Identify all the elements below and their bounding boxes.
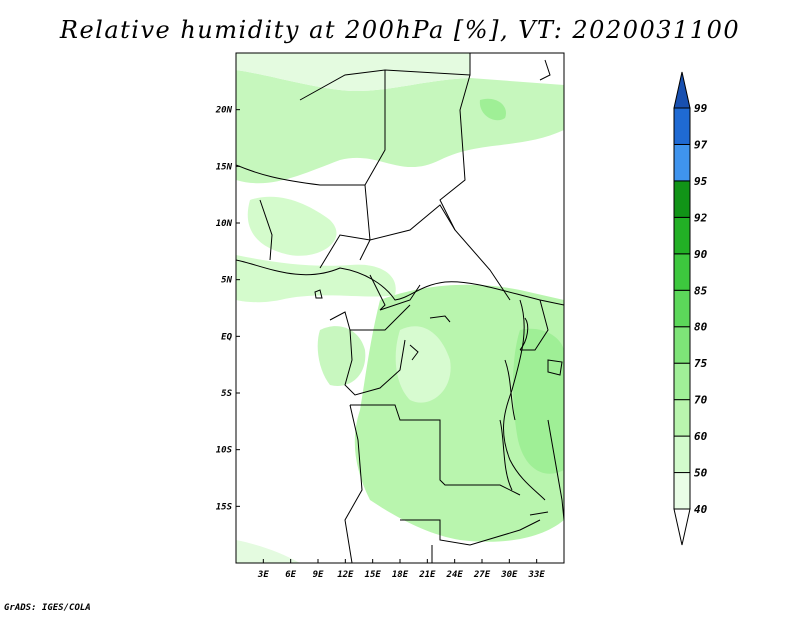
colorbar-segment [673,399,691,437]
latitude-labels: 20N 15N 10N 5N EQ 5S 10S 15S [215,106,233,513]
shade-congo-light [395,326,451,403]
lon-tick-label: 9E [313,570,324,580]
lake-path [529,511,549,516]
lake-path [504,359,516,421]
colorbar-segment [673,107,691,145]
shade-sahel-patches [247,196,337,256]
lon-tick-label: 21E [418,570,436,580]
border-path [344,329,406,396]
lon-tick-label: 24E [446,570,464,580]
colorbar-min-triangle [673,508,691,546]
lat-tick-label: 10N [216,219,233,229]
colorbar-segment [673,289,691,328]
lon-tick-label: 30E [500,570,518,580]
border-path [539,59,551,81]
border-path [319,204,456,269]
border-path [350,404,521,496]
lat-tick-label: 15N [216,162,233,172]
colorbar [673,71,691,546]
border-path [439,74,511,301]
colorbar-label: 95 [694,175,708,188]
colorbar-label: 90 [694,248,708,261]
shade-northern-band-light [236,53,470,92]
colorbar-max-triangle [673,71,691,109]
border-path [400,519,541,546]
lat-tick-label: 15S [216,502,233,512]
lake-path [519,317,529,351]
humidity-shading [236,53,564,563]
border-path [547,419,564,521]
colorbar-segment [673,180,691,218]
border-path [259,199,273,261]
shade-northern-band [236,70,564,184]
colorbar-segment [673,216,691,255]
lat-tick-label: 5S [221,389,232,399]
lon-tick-label: 6E [285,570,296,580]
lon-tick-label: 15E [365,570,382,580]
longitude-labels: 3E 6E 9E 12E 15E 18E 21E 24E 27E 30E 33E [257,570,545,580]
colorbar-label: 40 [694,503,708,516]
border-path [236,164,365,186]
lon-tick-label: 18E [392,570,409,580]
shade-north-east-spot [479,98,506,121]
border-path [520,299,549,351]
grads-credit: GrADS: IGES/COLA [4,603,91,613]
colorbar-segment [673,326,691,364]
country-borders [236,53,564,563]
border-path [499,419,513,491]
colorbar-label: 50 [694,467,708,480]
lon-tick-label: 12E [337,570,354,580]
lat-tick-label: EQ [221,332,232,342]
lon-tick-label: 3E [257,570,269,580]
colorbar-label: 60 [694,430,708,443]
border-path [344,404,363,563]
shade-gabon-patch [317,326,366,386]
shade-guinea-coast [236,255,396,303]
lat-tick-label: 20N [215,106,233,116]
colorbar-segment [673,472,691,510]
lake-path [314,289,323,299]
colorbar-segment [673,435,691,474]
map-plot-area: 3E 6E 9E 12E 15E 18E 21E 24E 27E 30E 33E 20N 15N 10N… [215,52,565,580]
map-title: Relative humidity at 200hPa [%], VT: 202… [59,16,741,44]
border-path [503,299,546,501]
lake-path [547,359,563,376]
shade-southwest-patch [236,540,300,563]
colorbar-label: 80 [694,321,708,334]
colorbar-labels: 40 50 60 70 75 80 85 90 92 95 97 99 [694,102,708,516]
colorbar-label: 75 [694,357,708,370]
lon-tick-label: 27E [473,570,491,580]
lon-tick-label: 33E [528,570,546,580]
lat-tick-label: 5N [221,276,232,286]
colorbar-segment [673,253,691,291]
lakes [314,289,563,516]
colorbar-label: 99 [694,102,708,115]
colorbar-segment [673,143,691,182]
colorbar-label: 97 [694,138,708,151]
axis-ticks [236,109,538,563]
colorbar-segment [673,362,691,401]
lake-path [429,315,451,323]
lat-tick-label: 10S [216,446,233,456]
border-path [236,259,564,306]
colorbar-label: 92 [694,211,708,224]
lake-path [409,344,419,361]
border-path [369,274,421,311]
colorbar-label: 85 [694,284,708,297]
colorbar-label: 70 [694,394,708,407]
